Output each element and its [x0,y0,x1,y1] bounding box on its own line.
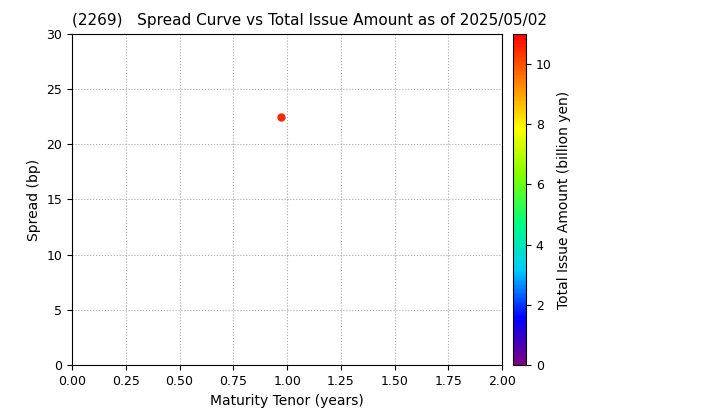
Y-axis label: Spread (bp): Spread (bp) [27,158,41,241]
Y-axis label: Total Issue Amount (billion yen): Total Issue Amount (billion yen) [557,90,571,309]
Point [275,113,287,120]
X-axis label: Maturity Tenor (years): Maturity Tenor (years) [210,394,364,408]
Text: (2269)   Spread Curve vs Total Issue Amount as of 2025/05/02: (2269) Spread Curve vs Total Issue Amoun… [72,13,547,28]
